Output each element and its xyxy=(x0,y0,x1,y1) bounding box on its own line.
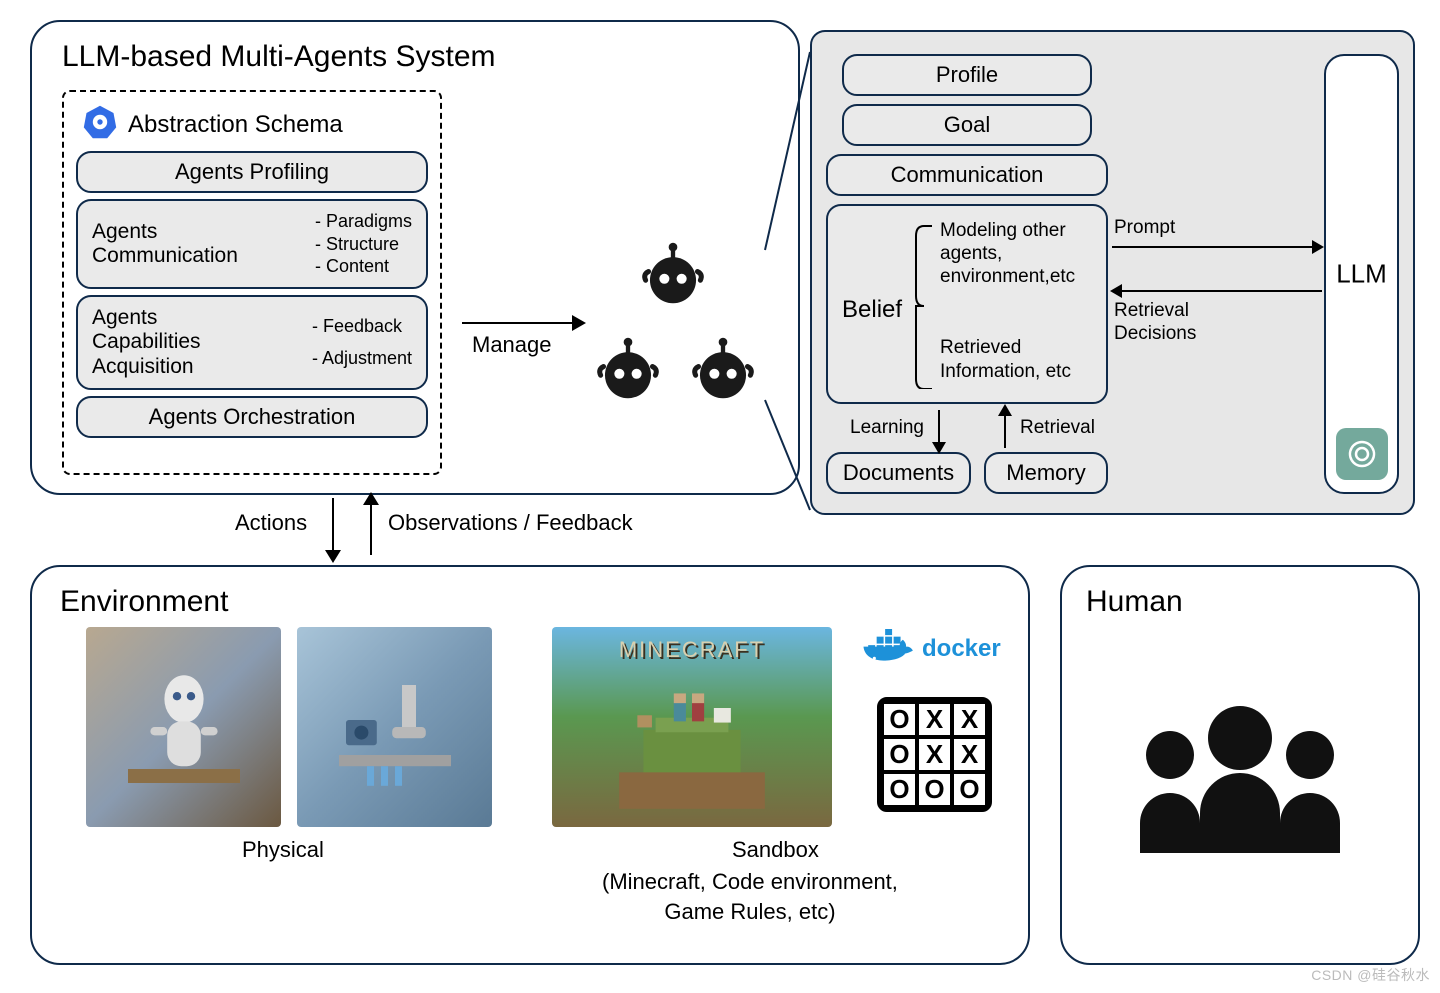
observations-arrow xyxy=(370,500,372,555)
main-system-panel: LLM-based Multi-Agents System Abstractio… xyxy=(30,20,800,495)
robot-icon xyxy=(687,332,759,404)
manage-arrow-line xyxy=(462,322,572,324)
main-system-title: LLM-based Multi-Agents System xyxy=(62,40,496,74)
people-icon xyxy=(1125,693,1355,853)
agents-communication-label: Agents Communication xyxy=(92,220,238,268)
agents-communication-cell: Agents Communication - Paradigms - Struc… xyxy=(76,199,428,289)
ttt-cell: O xyxy=(882,702,917,737)
prompt-arrow xyxy=(1112,246,1312,248)
environment-panel: Environment Physical MINECRAFT docker O … xyxy=(30,565,1030,965)
decisions-arrow xyxy=(1122,290,1322,292)
observations-arrow-head xyxy=(363,492,379,505)
llm-box: LLM xyxy=(1324,54,1399,494)
kubernetes-icon xyxy=(82,104,118,145)
docker-logo: docker xyxy=(862,629,1001,669)
manage-label: Manage xyxy=(472,332,552,358)
ttt-cell: O xyxy=(952,772,987,807)
decisions-label: Retrieval Decisions xyxy=(1114,300,1196,346)
physical-label: Physical xyxy=(242,837,324,863)
learning-label: Learning xyxy=(850,417,924,439)
belief-bracket xyxy=(914,224,934,389)
belief-box: Belief Modeling other agents, environmen… xyxy=(826,204,1108,404)
robot-icon xyxy=(637,237,709,309)
schema-header: Abstraction Schema xyxy=(128,111,343,139)
agent-detail-panel: LLM Profile Goal Communication Belief Mo… xyxy=(810,30,1415,515)
tictactoe-grid: O X X O X X O O O xyxy=(877,697,992,812)
belief-label: Belief xyxy=(842,296,902,324)
learning-arrow-head xyxy=(932,442,946,454)
openai-icon xyxy=(1336,428,1388,480)
physical-robot-lab-image xyxy=(297,627,492,827)
agents-capabilities-label: Agents Capabilities Acquisition xyxy=(92,306,201,378)
docker-text: docker xyxy=(922,635,1001,663)
watermark-text: CSDN @硅谷秋水 xyxy=(1311,965,1430,985)
physical-robot-kitchen-image xyxy=(86,627,281,827)
ttt-cell: X xyxy=(952,737,987,772)
sandbox-sub: (Minecraft, Code environment, Game Rules… xyxy=(602,867,898,926)
human-panel: Human xyxy=(1060,565,1420,965)
belief-retrieved: Retrieved Information, etc xyxy=(940,336,1071,384)
documents-box: Documents xyxy=(826,452,971,494)
prompt-arrow-head xyxy=(1312,240,1324,254)
decisions-arrow-head xyxy=(1110,284,1122,298)
agents-capabilities-cell: Agents Capabilities Acquisition - Feedba… xyxy=(76,295,428,390)
communication-box: Communication xyxy=(826,154,1108,196)
prompt-label: Prompt xyxy=(1114,217,1175,239)
belief-modeling: Modeling other agents, environment,etc xyxy=(940,220,1075,288)
agents-communication-detail: - Paradigms - Structure - Content xyxy=(315,210,412,278)
ttt-cell: O xyxy=(917,772,952,807)
sandbox-title: Sandbox xyxy=(732,837,819,863)
ttt-cell: X xyxy=(917,702,952,737)
goal-box: Goal xyxy=(842,104,1092,146)
agents-orchestration-cell: Agents Orchestration xyxy=(76,396,428,438)
retrieval-arrow-head xyxy=(998,404,1012,416)
environment-title: Environment xyxy=(60,585,228,619)
minecraft-image: MINECRAFT xyxy=(552,627,832,827)
robot-icon xyxy=(592,332,664,404)
ttt-cell: O xyxy=(882,737,917,772)
agents-capabilities-detail: - Feedback - Adjustment xyxy=(312,310,412,375)
ttt-cell: O xyxy=(882,772,917,807)
llm-label: LLM xyxy=(1336,259,1387,290)
actions-arrow xyxy=(332,498,334,553)
ttt-cell: X xyxy=(917,737,952,772)
memory-box: Memory xyxy=(984,452,1108,494)
retrieval-label: Retrieval xyxy=(1020,417,1095,439)
human-title: Human xyxy=(1086,585,1183,619)
profile-box: Profile xyxy=(842,54,1092,96)
abstraction-schema-box: Abstraction Schema Agents Profiling Agen… xyxy=(62,90,442,475)
manage-arrow-head xyxy=(572,315,586,331)
actions-label: Actions xyxy=(235,510,307,536)
actions-arrow-head xyxy=(325,550,341,563)
agents-profiling-cell: Agents Profiling xyxy=(76,151,428,193)
ttt-cell: X xyxy=(952,702,987,737)
observations-label: Observations / Feedback xyxy=(388,510,633,536)
